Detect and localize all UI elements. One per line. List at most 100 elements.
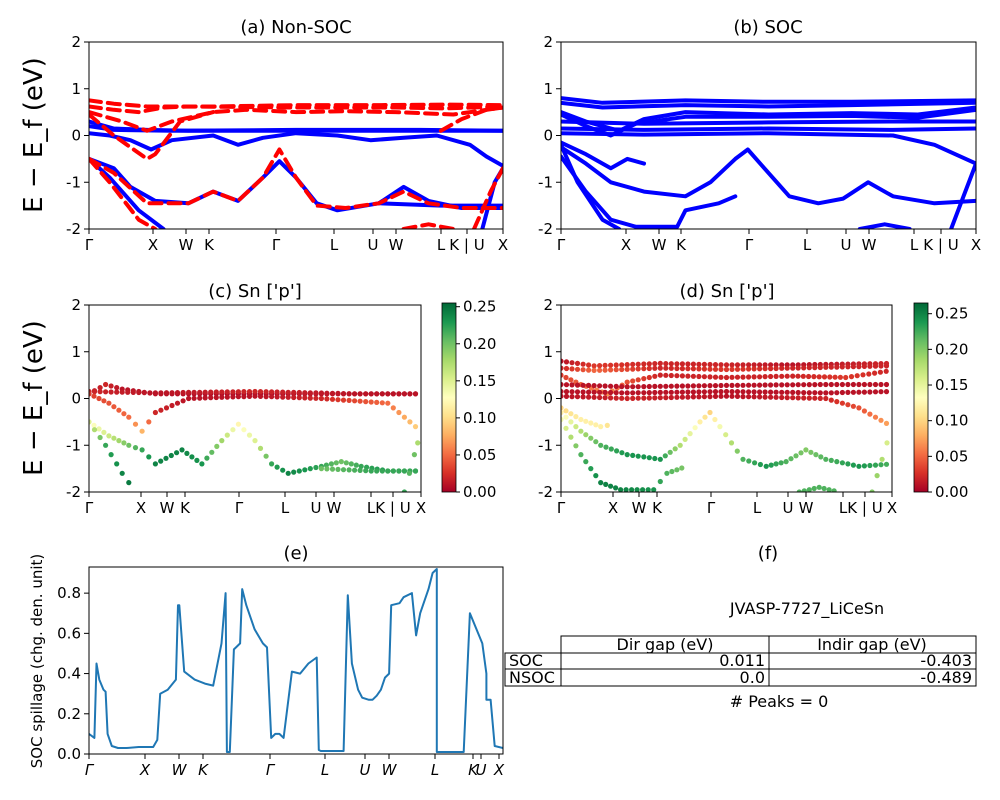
projected-band-dot (241, 389, 247, 395)
projected-band-dot (352, 467, 358, 473)
projected-band-dot (640, 487, 646, 492)
projected-band-dot (811, 485, 817, 492)
projected-band-dot (368, 391, 374, 397)
projected-band-dot (839, 460, 846, 466)
projected-band-dot (252, 438, 258, 444)
projected-band-dot (817, 395, 823, 401)
projected-band-dot (285, 394, 291, 400)
band-line (89, 105, 503, 133)
projected-band-dot (697, 419, 703, 425)
projected-band-dot (723, 374, 730, 381)
projected-band-dot (746, 366, 752, 372)
panel-e-ylabel: SOC spillage (chg. den. unit) (28, 554, 46, 769)
projected-band-dot (608, 446, 614, 452)
projected-band-dot (280, 394, 286, 400)
projected-band-dot (729, 389, 735, 395)
projected-band-dot (358, 463, 364, 469)
projected-band-dot (602, 395, 608, 401)
projected-band-dot (657, 372, 663, 378)
projected-band-dot (657, 383, 663, 389)
projected-band-dot (634, 487, 640, 492)
projected-band-dot (285, 389, 291, 395)
projected-band-dot (734, 389, 741, 395)
projected-band-dot (850, 364, 857, 370)
kpoint-label: L (910, 236, 919, 254)
projected-band-dot (368, 468, 374, 474)
projected-band-dot (668, 389, 674, 395)
projected-band-dot (843, 374, 849, 381)
kpoint-label: W (632, 499, 647, 517)
projected-band-dot (773, 394, 779, 400)
projected-band-dot (346, 391, 352, 397)
projected-band-dot (241, 394, 247, 400)
projected-band-dot (641, 361, 647, 367)
projected-band-dot (696, 394, 702, 400)
projected-band-dot (568, 419, 574, 425)
projected-band-dot (723, 432, 729, 438)
projected-band-dot (795, 382, 801, 388)
projected-band-dot (657, 395, 663, 401)
band-line (561, 126, 976, 132)
projected-band-dot (602, 362, 608, 368)
projected-band-dot (396, 468, 402, 474)
projected-band-dot (790, 382, 796, 388)
colorbar-tick-label: 0.00 (463, 483, 496, 501)
ytick-label: 0.2 (57, 705, 81, 723)
projected-band-dot (740, 394, 746, 400)
projected-band-dot (734, 382, 741, 388)
projected-band-dot (574, 360, 581, 366)
projected-band-dot (867, 411, 873, 417)
projected-band-dot (604, 422, 610, 428)
projected-band-dot (363, 391, 369, 397)
projected-band-dot (101, 398, 107, 404)
projected-band-dot (563, 414, 569, 420)
panel-a-yticks: -2 -1 0 1 2 (66, 33, 89, 238)
panel-c-colorbar (441, 302, 457, 493)
projected-band-dot (707, 383, 713, 389)
projected-band-dot (269, 394, 275, 400)
projected-band-dot (734, 374, 741, 380)
projected-band-dot (641, 395, 647, 401)
projected-band-dot (635, 395, 641, 401)
projected-band-dot (624, 452, 630, 458)
colorbar-tick-label: 0.25 (935, 305, 968, 323)
projected-band-dot (561, 393, 564, 399)
projected-band-dot (353, 462, 359, 468)
projected-band-dot (363, 468, 369, 474)
projected-band-dot (390, 391, 396, 397)
ytick-label: 0.4 (57, 665, 81, 683)
projected-band-dot (850, 403, 857, 409)
projected-band-dot (729, 382, 735, 388)
projected-band-dot (608, 389, 614, 396)
projected-band-dot (812, 395, 818, 401)
projected-band-dot (603, 481, 609, 487)
kpoint-label: K (204, 236, 215, 254)
projected-band-dot (674, 365, 680, 372)
kpoint-label: Γ (557, 236, 566, 254)
projected-band-dot (598, 480, 604, 486)
projected-band-dot (883, 363, 890, 369)
projected-band-dot (630, 361, 636, 367)
projected-band-dot (352, 391, 358, 397)
projected-band-dot (641, 454, 647, 460)
projected-band-dot (757, 374, 763, 380)
projected-band-dot (163, 390, 170, 396)
projected-band-dot (374, 399, 380, 405)
projected-band-dot (111, 435, 117, 441)
projected-band-dot (390, 468, 396, 474)
projected-band-dot (812, 390, 818, 396)
projected-band-dot (116, 407, 122, 413)
projected-band-dot (779, 389, 785, 395)
kpoint-label: W (862, 236, 877, 254)
projected-band-dot (186, 389, 192, 395)
projected-band-dot (588, 435, 594, 441)
projected-band-dot (602, 383, 608, 389)
projected-band-dot (174, 390, 181, 396)
ytick-label: 0.8 (57, 584, 81, 602)
projected-band-dot (657, 365, 663, 371)
projected-band-dot (674, 394, 680, 400)
projected-band-dot (608, 483, 614, 489)
projected-band-dot (619, 384, 625, 390)
projected-band-dot (821, 485, 827, 492)
